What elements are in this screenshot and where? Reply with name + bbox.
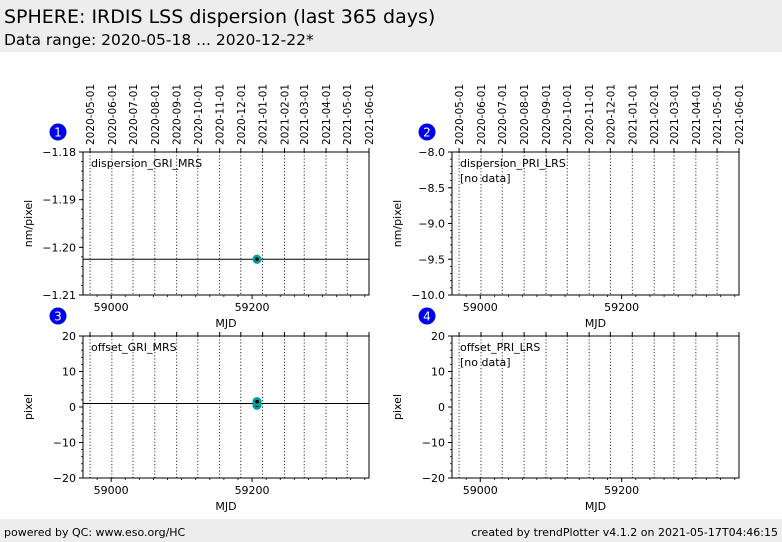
y-tick-label: 0 [69,401,76,414]
y-tick-label: −20 [53,472,76,485]
panel-number: 3 [54,310,62,324]
panel-number: 2 [423,126,431,140]
date-tick-label: 2020-06-01 [107,84,119,145]
y-tick-label: −10 [422,437,445,450]
data-point-center [255,257,259,262]
footer-created: created by trendPlotter v4.1.2 on 2021-0… [471,526,778,539]
date-tick-label: 2020-12-01 [236,84,248,145]
x-tick-label: 59200 [235,301,270,314]
date-tick-label: 2021-03-01 [669,84,681,145]
panel-note: [no data] [460,356,511,369]
panel-number-badge [49,123,67,141]
date-tick-label: 2021-03-01 [299,84,311,145]
y-axis-label: pixel [391,394,404,420]
date-tick-label: 2020-12-01 [605,84,617,145]
trend-plots: 2020-05-01 2020-06-01 2020-07-01 2020-08-01… [22,84,746,513]
date-tick-label: 2020-07-01 [497,84,509,145]
chart-panel-1: 2020-05-01 2020-06-01 2020-07-01 2020-08-01… [22,84,376,330]
date-tick-label: 2021-06-01 [734,84,746,145]
y-axis-label: nm/pixel [22,200,35,247]
page-title: SPHERE: IRDIS LSS dispersion (last 365 d… [4,6,436,28]
x-tick-label: 59000 [463,484,498,497]
panel-note: [no data] [460,172,511,185]
y-tick-label: 20 [431,330,445,343]
page-subtitle: Data range: 2020-05-18 ... 2020-12-22* [4,31,314,49]
y-tick-label: −8.0 [418,146,445,159]
date-tick-label: 2020-10-01 [193,84,205,145]
panel-number: 4 [423,310,431,324]
data-point-center [255,399,259,404]
date-tick-label: 2020-09-01 [541,84,553,145]
panel-number: 1 [54,126,62,140]
panel-title: dispersion_GRI_MRS [91,157,202,170]
x-tick-label: 59000 [463,301,498,314]
plot-frame [82,151,370,296]
panel-number-badge [49,307,67,325]
date-tick-label: 2021-01-01 [258,84,270,145]
x-tick-label: 59200 [235,484,270,497]
x-axis-label: MJD [215,500,236,513]
date-tick-label: 2020-11-01 [215,84,227,145]
footer-credit: powered by QC: www.eso.org/HC [4,526,186,539]
x-tick-label: 59200 [604,484,639,497]
date-tick-label: 2020-09-01 [172,84,184,145]
header-bar: SPHERE: IRDIS LSS dispersion (last 365 d… [0,0,782,52]
y-tick-label: −20 [422,472,445,485]
date-tick-label: 2020-05-01 [85,84,97,145]
y-tick-label: −8.5 [418,182,445,195]
y-tick-label: −9.5 [418,253,445,266]
date-tick-label: 2020-08-01 [150,84,162,145]
x-axis-label: MJD [215,317,236,330]
y-tick-label: 20 [62,330,76,343]
date-tick-label: 2020-11-01 [584,84,596,145]
chart-panel-2: 2020-05-01 2020-06-01 2020-07-01 2020-08-01… [391,84,746,330]
date-tick-label: 2021-05-01 [712,84,724,145]
y-tick-label: 10 [62,366,76,379]
chart-panel-3: 59000 59200 −20 −10 0 10 20 MJD pixel offset_GRI_… [22,307,370,513]
y-axis-label: nm/pixel [391,200,404,247]
date-tick-label: 2020-05-01 [454,84,466,145]
chart-panel-4: 59000 59200 −20 −10 0 10 20 MJD pixel offset_PRI_… [391,307,740,513]
date-tick-label: 2021-04-01 [691,84,703,145]
date-tick-label: 2020-06-01 [476,84,488,145]
x-tick-label: 59200 [604,301,639,314]
date-tick-label: 2020-07-01 [128,84,140,145]
y-tick-label: −10 [53,437,76,450]
date-tick-label: 2021-06-01 [364,84,376,145]
x-axis-label: MJD [585,500,606,513]
y-axis-label: pixel [22,394,35,420]
date-tick-label: 2020-08-01 [519,84,531,145]
y-tick-label: −1.21 [42,289,76,302]
x-axis-label: MJD [585,317,606,330]
date-tick-label: 2021-05-01 [342,84,354,145]
date-tick-label: 2021-01-01 [627,84,639,145]
y-tick-label: −1.19 [42,194,76,207]
x-tick-label: 59000 [94,484,129,497]
y-tick-label: 0 [438,401,445,414]
y-tick-label: −1.18 [42,146,76,159]
date-tick-label: 2021-04-01 [321,84,333,145]
y-tick-label: −1.20 [42,241,76,254]
panel-number-badge [418,307,436,325]
y-tick-label: −10.0 [411,289,445,302]
panel-title: dispersion_PRI_LRS [460,157,566,170]
y-tick-label: 10 [431,366,445,379]
date-tick-label: 2021-02-01 [649,84,661,145]
footer-bar: powered by QC: www.eso.org/HC created by… [0,519,782,542]
panel-number-badge [418,123,436,141]
y-tick-label: −9.0 [418,218,445,231]
panel-title: offset_PRI_LRS [460,341,540,354]
date-tick-label: 2020-10-01 [562,84,574,145]
x-tick-label: 59000 [94,301,129,314]
panel-title: offset_GRI_MRS [91,341,177,354]
date-tick-label: 2021-02-01 [279,84,291,145]
